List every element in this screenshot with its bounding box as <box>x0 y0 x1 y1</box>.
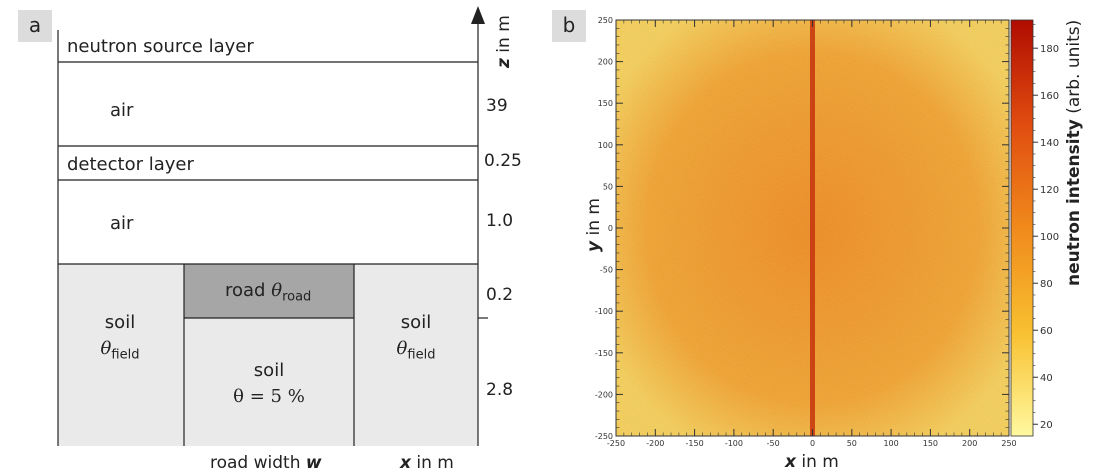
y-tick-label: 150 <box>598 99 613 108</box>
x-tick-label: 250 <box>1001 439 1016 448</box>
colorbar-tick-label: 40 <box>1040 373 1053 384</box>
soil-left-label: soil θfield <box>100 312 140 363</box>
road-label: road θroad <box>225 280 312 305</box>
y-axis-title: y in m <box>584 198 604 252</box>
z-axis-arrow <box>471 6 485 24</box>
colorbar-tick-label: 20 <box>1040 420 1053 431</box>
thickness-air-upper: 39 <box>486 96 508 116</box>
x-tick-label: 50 <box>847 439 857 448</box>
x-tick-label: -250 <box>607 439 625 448</box>
colorbar-title: neutron intensity (arb. units) <box>1064 19 1084 286</box>
thickness-detector: 0.25 <box>484 151 522 171</box>
x-tick-label: -200 <box>646 439 664 448</box>
y-tick-label: -100 <box>595 307 613 316</box>
y-tick-label: -150 <box>595 349 613 358</box>
colorbar-tick-label: 60 <box>1040 326 1053 337</box>
y-tick-label: 250 <box>598 16 613 25</box>
colorbar-tick-label: 140 <box>1040 138 1059 149</box>
x-tick-label: -50 <box>767 439 780 448</box>
y-tick-label: 100 <box>598 141 613 150</box>
soil-left-region <box>58 264 184 446</box>
x-tick-label: -150 <box>686 439 704 448</box>
thickness-soil: 2.8 <box>486 380 514 400</box>
x-tick-label: -100 <box>725 439 743 448</box>
detector-layer-label: detector layer <box>67 154 194 175</box>
thickness-air-lower: 1.0 <box>486 211 514 231</box>
air-lower-label: air <box>110 213 134 234</box>
soil-center-region <box>184 318 354 446</box>
y-tick-label: 0 <box>608 224 613 233</box>
y-tick-label: -200 <box>595 390 613 399</box>
y-tick-label: -50 <box>600 266 613 275</box>
soil-right-label: soil θfield <box>396 312 436 363</box>
panel-a-tag: a <box>18 10 52 42</box>
soil-center-label: soil θ = 5 % <box>233 360 305 407</box>
air-upper-label: air <box>110 100 134 121</box>
y-tick-label: -250 <box>595 432 613 441</box>
thickness-road: 0.2 <box>486 285 514 305</box>
x-axis-label-a: x in m <box>400 453 454 473</box>
road-width-label: road width w <box>210 453 322 473</box>
panel-b-tag: b <box>552 10 586 42</box>
x-tick-label: 0 <box>810 439 815 448</box>
x-tick-label: 150 <box>923 439 938 448</box>
y-tick-label: 50 <box>603 182 613 191</box>
colorbar-tick-label: 180 <box>1040 44 1059 55</box>
colorbar-tick-label: 160 <box>1040 91 1059 102</box>
x-tick-label: 100 <box>883 439 898 448</box>
road-intensity-line <box>810 20 815 436</box>
y-tick-label: 200 <box>598 58 613 67</box>
colorbar-tick-label: 100 <box>1040 232 1059 243</box>
x-axis-title: x in m <box>785 452 839 472</box>
neutron-source-layer-label: neutron source layer <box>67 36 254 57</box>
soil-right-region <box>354 264 478 446</box>
soil-layer-diagram <box>57 6 488 446</box>
colorbar-tick-label: 80 <box>1040 279 1053 290</box>
road-region <box>184 264 354 318</box>
x-tick-label: 200 <box>962 439 977 448</box>
colorbar <box>1010 19 1034 437</box>
colorbar-tick-label: 120 <box>1040 185 1059 196</box>
